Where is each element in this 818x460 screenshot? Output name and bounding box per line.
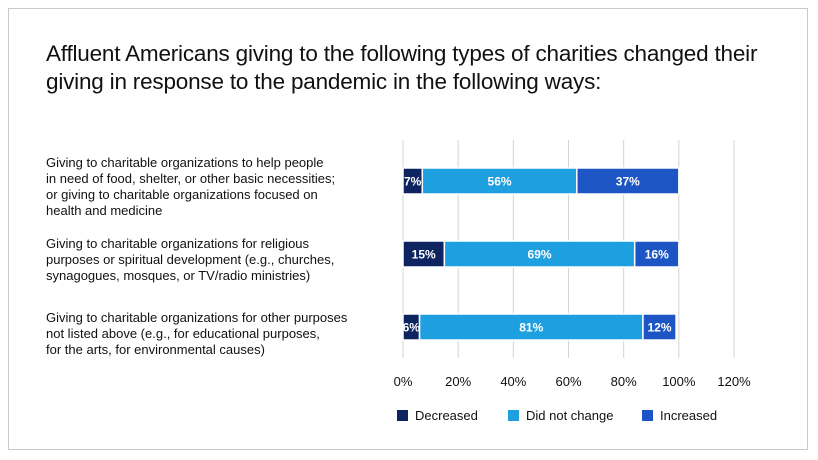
category-label-line: Giving to charitable organizations for o… — [46, 310, 348, 325]
x-tick-label: 20% — [445, 374, 471, 389]
bar-data-label: 81% — [519, 321, 543, 335]
bar-segment-did-not-change — [418, 313, 644, 341]
category-label-line: health and medicine — [46, 203, 163, 218]
bar-data-label: 15% — [412, 248, 436, 262]
bar-data-label: 12% — [648, 321, 672, 335]
category-label-line: or giving to charitable organizations fo… — [46, 187, 318, 202]
legend-swatch — [508, 410, 519, 421]
bar-segment-increased — [642, 313, 677, 341]
legend-item: Increased — [642, 408, 717, 423]
category-label-line: in need of food, shelter, or other basic… — [46, 171, 336, 186]
x-tick-label: 0% — [394, 374, 413, 389]
x-tick-label: 100% — [662, 374, 696, 389]
legend-item: Did not change — [508, 408, 613, 423]
legend: Decreased Did not change Increased — [0, 408, 818, 426]
bar-data-label: 56% — [488, 175, 512, 189]
legend-label: Increased — [660, 408, 718, 423]
category-label: Giving to charitable organizations for o… — [46, 310, 386, 358]
chart-title: Affluent Americans giving to the followi… — [46, 41, 758, 94]
x-tick-label: 40% — [500, 374, 526, 389]
bar-segment-increased — [633, 240, 680, 268]
category-label-line: Giving to charitable organizations for r… — [46, 236, 310, 251]
bar-data-label: 16% — [645, 248, 669, 262]
x-tick-label: 80% — [611, 374, 637, 389]
category-label-line: Giving to charitable organizations to he… — [46, 155, 324, 170]
category-label-line: for the arts, for environmental causes) — [46, 342, 265, 357]
bar-data-label: 69% — [528, 248, 552, 262]
category-label-line: not listed above (e.g., for educational … — [46, 326, 320, 341]
x-tick-label: 60% — [555, 374, 581, 389]
bar-data-label: 7% — [404, 175, 422, 189]
category-label: Giving to charitable organizations to he… — [46, 155, 386, 219]
bar-segment-increased — [576, 167, 680, 195]
category-label: Giving to charitable organizations for r… — [46, 236, 386, 284]
legend-item: Decreased — [397, 408, 478, 423]
bar-segment-did-not-change — [421, 167, 578, 195]
legend-swatch — [397, 410, 408, 421]
legend-label: Did not change — [526, 408, 614, 423]
bar-data-label: 6% — [403, 321, 421, 335]
bar-segment-decreased — [402, 240, 446, 268]
bar-data-label: 37% — [616, 175, 640, 189]
legend-label: Decreased — [415, 408, 478, 423]
x-tick-label: 120% — [717, 374, 751, 389]
legend-swatch — [642, 410, 653, 421]
category-label-line: purposes or spiritual development (e.g.,… — [46, 252, 335, 267]
chart-frame — [8, 8, 808, 450]
category-label-line: synagogues, mosques, or TV/radio ministr… — [46, 268, 311, 283]
